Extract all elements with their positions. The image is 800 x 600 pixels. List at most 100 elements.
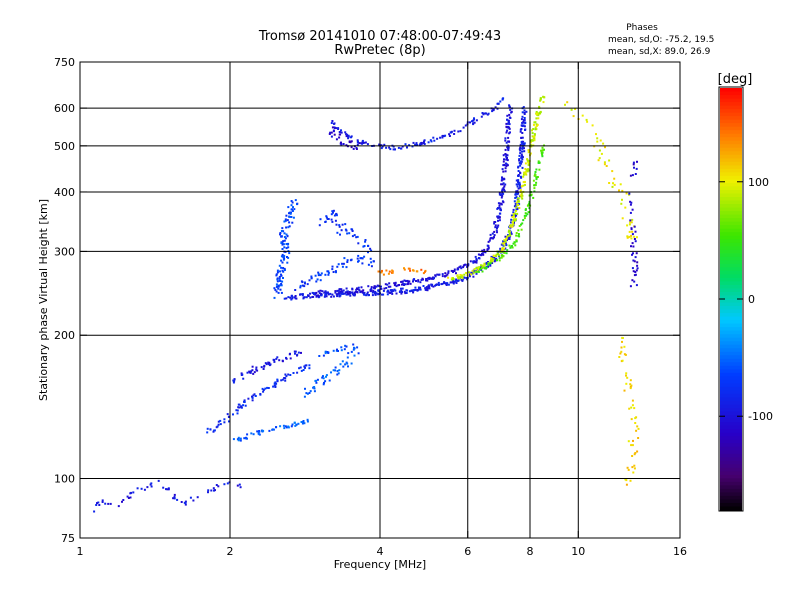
- data-point: [524, 173, 527, 175]
- data-point: [520, 136, 523, 139]
- data-point: [524, 171, 527, 174]
- data-point: [523, 119, 526, 121]
- data-point: [340, 229, 343, 232]
- data-point: [537, 114, 540, 117]
- data-point: [380, 144, 383, 147]
- data-point: [626, 235, 629, 238]
- colorbar-label: [deg]: [718, 72, 753, 87]
- data-point: [392, 145, 395, 148]
- data-point: [421, 277, 424, 280]
- data-point: [127, 497, 130, 499]
- data-point: [535, 117, 538, 120]
- data-point: [515, 209, 517, 212]
- data-point: [352, 147, 355, 150]
- colorbar-segment: [720, 147, 742, 152]
- data-point: [317, 271, 320, 274]
- colorbar-segment: [720, 172, 742, 177]
- data-point: [417, 280, 420, 283]
- data-point: [223, 418, 226, 421]
- data-point: [289, 374, 292, 376]
- data-point: [521, 158, 524, 161]
- y-tick-label: 400: [54, 186, 75, 199]
- data-point: [346, 232, 349, 235]
- data-point: [284, 425, 287, 428]
- data-point: [626, 224, 629, 227]
- data-point: [457, 276, 460, 279]
- data-point: [512, 208, 515, 211]
- colorbar-segment: [720, 397, 742, 402]
- data-point: [393, 282, 396, 285]
- data-point: [481, 264, 484, 267]
- data-point: [505, 153, 508, 156]
- data-point: [427, 141, 430, 144]
- data-point: [286, 219, 289, 222]
- data-point: [265, 363, 268, 366]
- data-point: [508, 127, 511, 130]
- data-point: [374, 290, 377, 293]
- data-point: [532, 139, 535, 142]
- data-point: [422, 285, 425, 287]
- data-point: [290, 216, 293, 218]
- data-point: [372, 260, 375, 263]
- colorbar-segment: [720, 112, 742, 117]
- data-point: [511, 214, 514, 217]
- data-point: [381, 145, 384, 148]
- data-point: [520, 228, 523, 231]
- data-point: [275, 283, 278, 286]
- data-point: [608, 182, 611, 184]
- data-point: [95, 504, 98, 506]
- data-point: [505, 131, 508, 134]
- colorbar-segment: [720, 211, 742, 216]
- colorbar-segment: [720, 386, 742, 392]
- data-point: [387, 285, 390, 288]
- data-point: [512, 213, 515, 215]
- data-point: [380, 147, 383, 150]
- data-point: [525, 110, 528, 113]
- data-point: [283, 232, 286, 235]
- colorbar-segment: [720, 488, 742, 494]
- colorbar-segment: [720, 362, 742, 367]
- data-point: [506, 146, 509, 149]
- data-point: [336, 373, 339, 376]
- data-point: [416, 270, 419, 273]
- colorbar-segment: [720, 267, 742, 272]
- data-point: [318, 292, 321, 295]
- data-point: [121, 500, 123, 503]
- data-point: [533, 184, 536, 187]
- data-point: [297, 422, 300, 425]
- data-point: [173, 497, 176, 500]
- colorbar-segment: [720, 408, 742, 413]
- data-point: [232, 379, 235, 382]
- data-point: [636, 264, 639, 267]
- data-point: [300, 280, 303, 283]
- data-point: [332, 129, 335, 132]
- data-point: [337, 292, 340, 295]
- data-point: [318, 295, 321, 298]
- colorbar-segment: [720, 218, 742, 223]
- data-point: [508, 123, 511, 126]
- data-point: [299, 284, 302, 287]
- data-point: [325, 375, 327, 378]
- data-point: [401, 280, 404, 283]
- data-point: [351, 291, 354, 294]
- data-point: [258, 433, 261, 436]
- data-point: [322, 375, 324, 378]
- data-point: [507, 136, 510, 139]
- data-point: [269, 363, 272, 366]
- data-point: [322, 377, 325, 380]
- data-point: [462, 126, 465, 129]
- data-point: [458, 277, 460, 280]
- data-point: [276, 356, 279, 359]
- data-point: [522, 106, 525, 109]
- data-point: [635, 284, 638, 287]
- data-point: [428, 285, 430, 288]
- x-axis-label: Frequency [MHz]: [334, 558, 426, 571]
- data-point: [509, 131, 511, 134]
- data-point: [517, 197, 519, 200]
- data-point: [345, 293, 348, 296]
- data-point: [500, 243, 503, 246]
- data-point: [345, 266, 348, 269]
- data-point: [369, 257, 372, 260]
- data-point: [472, 260, 475, 263]
